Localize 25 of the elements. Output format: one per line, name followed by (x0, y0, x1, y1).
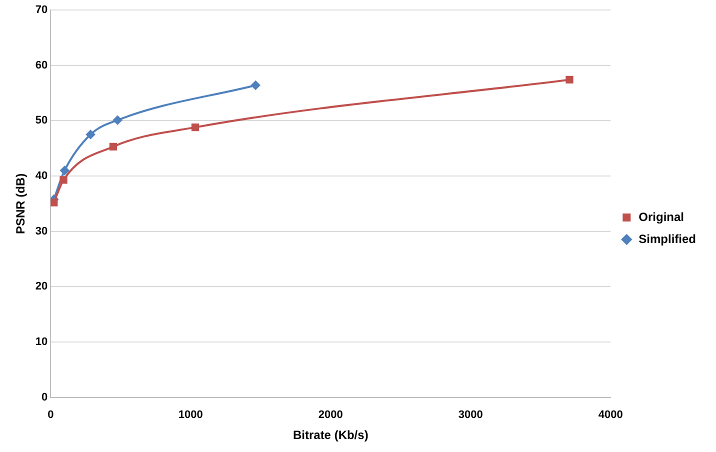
x-tick-label: 4000 (598, 409, 623, 422)
y-tick-label: 20 (35, 280, 48, 293)
y-axis-title: PSNR (dB) (14, 173, 28, 234)
legend-label: Original (638, 210, 684, 224)
point (251, 80, 260, 90)
point (113, 116, 122, 125)
point (60, 166, 70, 175)
point (191, 124, 200, 132)
x-tick-label: 3000 (458, 409, 483, 422)
y-tick-label: 0 (42, 391, 48, 404)
y-tick-label: 30 (35, 225, 48, 238)
x-tick-label: 1000 (178, 409, 203, 422)
point (50, 198, 58, 206)
x-axis-title: Bitrate (Kb/s) (292, 428, 368, 442)
y-tick-label: 50 (35, 114, 48, 127)
point (109, 142, 118, 151)
y-tick-label: 40 (35, 170, 48, 182)
y-tick-label: 70 (35, 4, 48, 16)
y-tick-label: 60 (35, 59, 48, 72)
legend-label: Simplified (638, 232, 696, 246)
point (86, 130, 96, 140)
point (566, 76, 574, 84)
point (60, 176, 68, 184)
x-tick-label: 2000 (318, 409, 343, 422)
y-tick-label: 10 (35, 336, 48, 348)
